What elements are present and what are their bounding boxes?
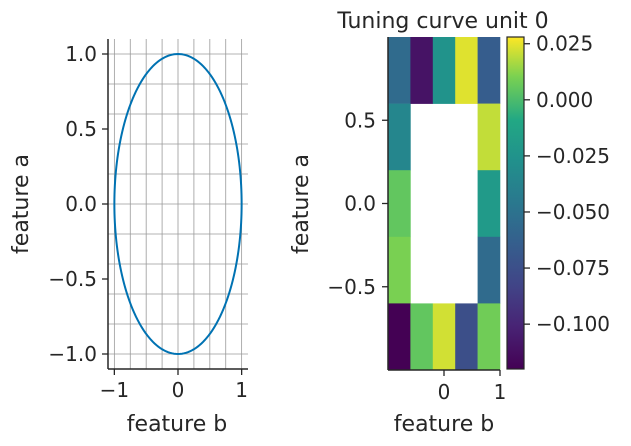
- heatmap-cell: [477, 103, 501, 171]
- y-tick-label: 0.0: [65, 192, 97, 216]
- heatmap-cell: [477, 236, 501, 304]
- heatmap-cells: [388, 37, 501, 371]
- heatmap-cell: [388, 236, 411, 304]
- colorbar-tick-label: −0.100: [536, 312, 610, 336]
- left-grid: [108, 39, 248, 369]
- heatmap-cell: [477, 37, 501, 104]
- x-tick-label: −1: [100, 378, 129, 402]
- heatmap-cell: [388, 103, 411, 171]
- left-ylabel: feature a: [9, 154, 34, 254]
- colorbar-tick-label: 0.000: [536, 88, 593, 112]
- right-ticks: 0 1 −0.5 0.0 0.5: [327, 108, 506, 404]
- colorbar-tick-label: −0.025: [536, 144, 610, 168]
- heatmap-cell: [388, 170, 411, 238]
- y-tick-label: −0.5: [327, 275, 376, 299]
- y-tick-label: 1.0: [65, 42, 97, 66]
- x-tick-label: 0: [438, 380, 451, 404]
- colorbar-ticks: 0.025 0.000 −0.025 −0.050 −0.075 −0.100: [524, 32, 610, 336]
- right-ylabel: feature a: [289, 154, 314, 254]
- y-tick-label: 0.5: [65, 117, 97, 141]
- heatmap-cell: [455, 37, 478, 104]
- y-tick-label: −1.0: [48, 342, 97, 366]
- heatmap-cell: [477, 303, 501, 371]
- heatmap-title: Tuning curve unit 0: [336, 9, 548, 34]
- heatmap-cell: [432, 37, 456, 104]
- colorbar-bar: [506, 36, 525, 370]
- left-panel: −1 0 1 −1.0 −0.5 0.0 0.5 1.0 feature b feature …: [9, 39, 248, 437]
- heatmap-cell: [432, 303, 456, 371]
- colorbar-tick-label: 0.025: [536, 32, 593, 56]
- heatmap-cell: [410, 37, 434, 104]
- y-tick-label: −0.5: [48, 267, 97, 291]
- heatmap-cell: [477, 170, 501, 238]
- heatmap-cell: [388, 37, 411, 104]
- y-tick-label: 0.0: [344, 192, 376, 216]
- right-panel: Tuning curve unit 0 0 1 −0.5 0.0 0.5 feature…: [289, 9, 610, 437]
- heatmap-cell: [410, 303, 434, 371]
- right-xlabel: feature b: [394, 412, 494, 437]
- colorbar-tick-label: −0.075: [536, 256, 610, 280]
- series-line: [113, 52, 243, 356]
- x-tick-label: 1: [494, 380, 507, 404]
- left-curve-layer: [113, 52, 243, 356]
- heatmap-cell: [388, 303, 411, 371]
- colorbar-tick-label: −0.050: [536, 200, 610, 224]
- left-xlabel: feature b: [127, 412, 227, 437]
- x-tick-label: 1: [235, 378, 248, 402]
- x-tick-label: 0: [172, 378, 185, 402]
- y-tick-label: 0.5: [344, 108, 376, 132]
- left-ticks: −1 0 1 −1.0 −0.5 0.0 0.5 1.0: [48, 42, 248, 402]
- colorbar: [506, 36, 525, 370]
- heatmap-cell: [455, 303, 478, 371]
